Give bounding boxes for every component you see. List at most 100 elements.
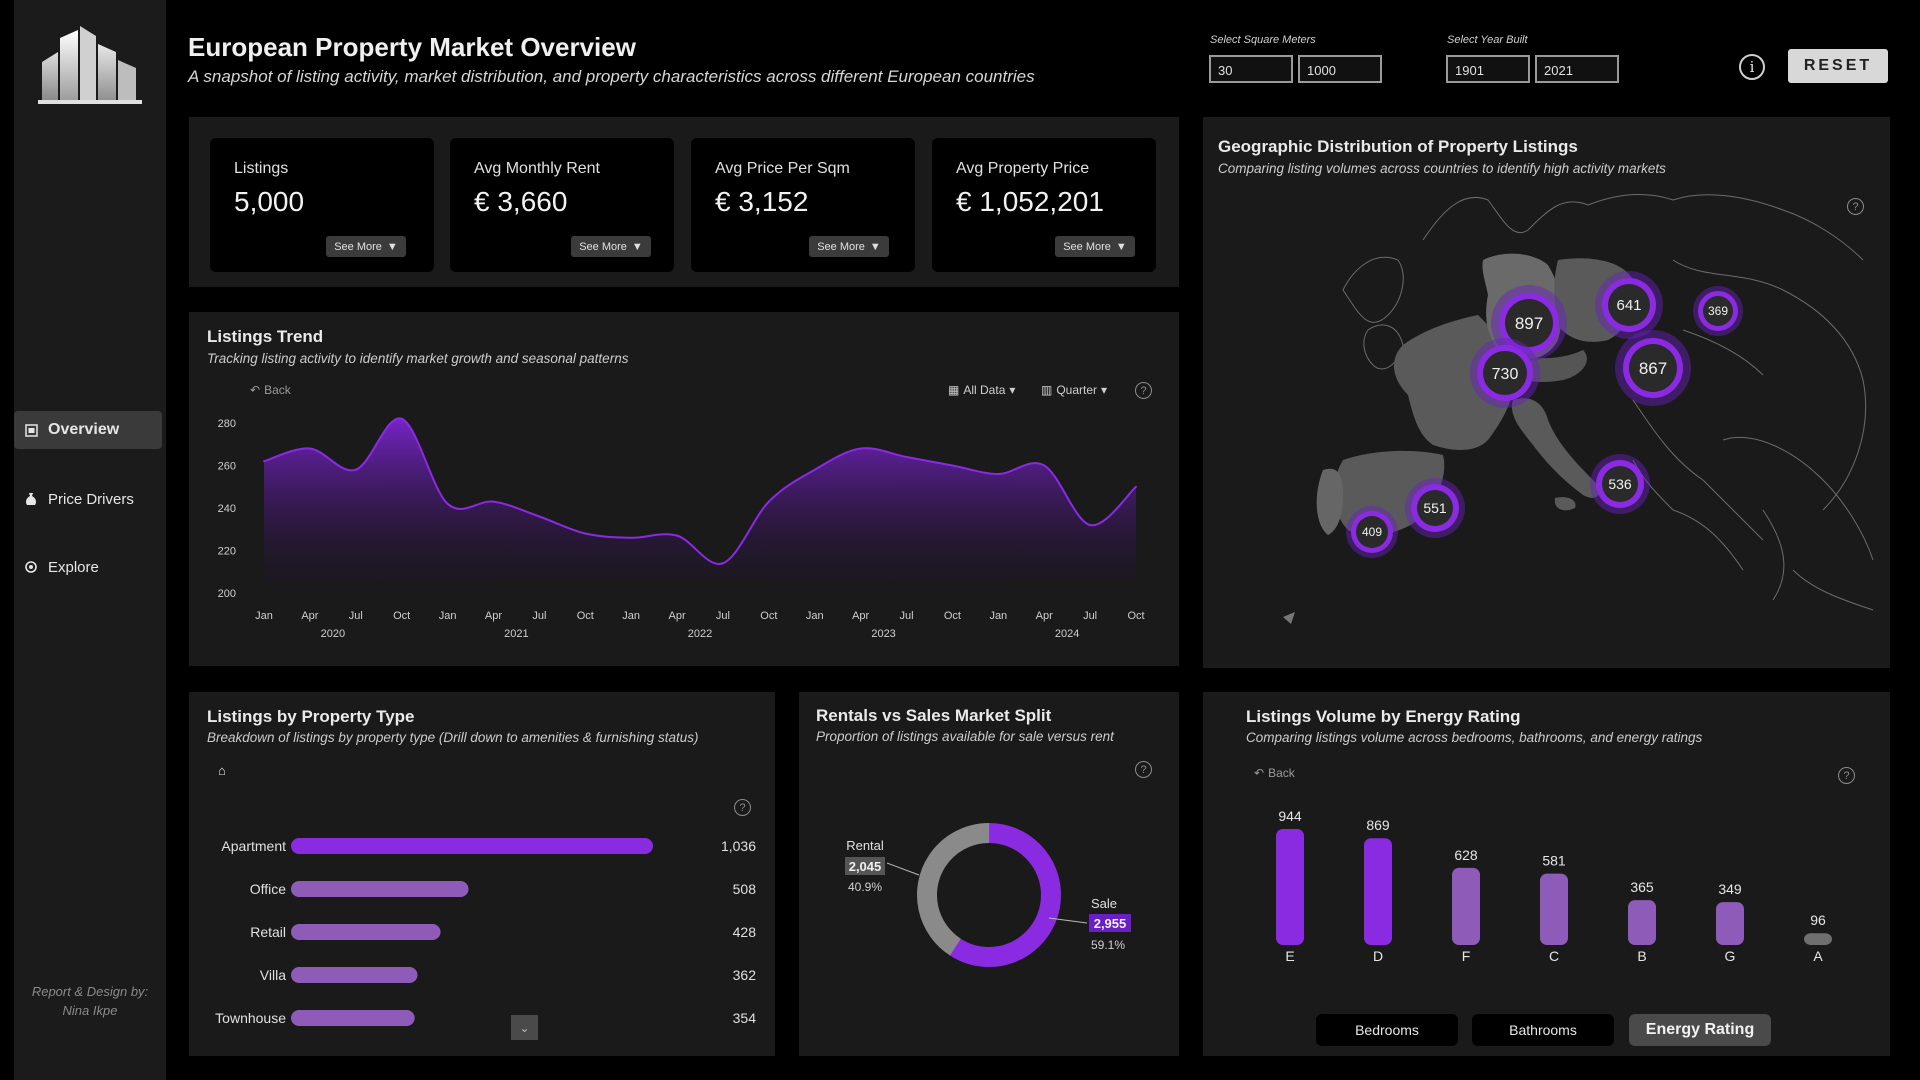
help-icon[interactable]: ?	[1838, 767, 1855, 784]
kpi-value: € 3,660	[474, 186, 568, 217]
bubble-551[interactable]: 551	[1405, 478, 1465, 538]
bubble-369[interactable]: 369	[1693, 286, 1743, 336]
see-more-button[interactable]: See More ▼	[1055, 236, 1135, 257]
rental-sale-subtitle: Proportion of listings available for sal…	[816, 729, 1114, 744]
kpi-card-listings: Listings 5,000 See More ▼	[210, 138, 434, 272]
money-bag-icon	[24, 492, 38, 506]
bubble-label: 551	[1423, 500, 1447, 516]
nav-item-overview[interactable]: Overview	[14, 411, 162, 449]
calendar-icon: ▦	[948, 383, 960, 397]
category-label: A	[1813, 948, 1823, 964]
bubble-641[interactable]: 641	[1595, 271, 1663, 339]
category-label: B	[1637, 948, 1646, 964]
trend-back-button[interactable]: ↶ Back	[250, 383, 291, 397]
bar	[291, 967, 418, 983]
nav-item-explore[interactable]: Explore	[14, 548, 162, 586]
value-label: 96	[1810, 912, 1826, 928]
help-icon[interactable]: ?	[734, 799, 751, 816]
back-arrow-icon: ↶	[250, 383, 261, 397]
map-attribution-icon	[1283, 612, 1295, 624]
bar	[1364, 838, 1392, 945]
x-tick-label: Oct	[393, 610, 410, 622]
see-more-button[interactable]: See More ▼	[809, 236, 889, 257]
year-min-input[interactable]: 1901	[1446, 55, 1530, 83]
bar	[291, 924, 441, 940]
bubble-label: 369	[1708, 304, 1728, 318]
sale-leader-line	[1048, 917, 1088, 924]
x-tick-label: Jul	[899, 610, 913, 622]
kpi-card-avg-property-price: Avg Property Price € 1,052,201 See More …	[932, 138, 1156, 272]
map-panel	[1203, 117, 1890, 668]
trend-point	[446, 502, 449, 505]
bar-chart-icon: ▥	[1041, 383, 1053, 397]
bar	[1716, 902, 1744, 945]
trend-point	[538, 515, 541, 518]
energy-back-button[interactable]: ↶ Back	[1254, 766, 1295, 780]
see-more-label: See More	[334, 240, 382, 253]
trend-point	[584, 532, 587, 535]
y-tick-label: 220	[218, 546, 236, 558]
trend-point	[630, 536, 633, 539]
caret-down-icon: ▾	[1101, 383, 1108, 397]
energy-rating-title: Listings Volume by Energy Rating	[1246, 707, 1521, 726]
x-tick-label: Jan	[806, 610, 824, 622]
help-icon[interactable]: ?	[1847, 198, 1864, 215]
bubble-730[interactable]: 730	[1470, 338, 1540, 408]
category-label: E	[1285, 948, 1294, 964]
trend-area	[264, 418, 1136, 579]
bubble-label: 641	[1616, 297, 1641, 314]
y-tick-label: 280	[218, 418, 236, 430]
sale-percent: 59.1%	[1091, 938, 1125, 952]
listings-trend-title: Listings Trend	[207, 327, 324, 346]
trend-point	[997, 473, 1000, 475]
x-tick-label: Apr	[1036, 610, 1053, 622]
value-label: 581	[1542, 853, 1566, 869]
value-label: 1,036	[721, 838, 756, 854]
building-logo-icon	[38, 26, 142, 104]
rental-sale-title: Rentals vs Sales Market Split	[816, 706, 1052, 725]
sqm-max-input[interactable]: 1000	[1298, 55, 1382, 83]
bubble-label: 409	[1362, 525, 1382, 539]
category-label: Townhouse	[215, 1010, 286, 1026]
tab-energy-rating[interactable]: Energy Rating	[1629, 1014, 1771, 1046]
bubble-409[interactable]: 409	[1346, 506, 1398, 558]
credit-line-1: Report & Design by:	[31, 984, 149, 999]
see-more-button[interactable]: See More ▼	[571, 236, 651, 257]
tab-bedrooms[interactable]: Bedrooms	[1316, 1014, 1458, 1046]
year-max-input[interactable]: 2021	[1535, 55, 1619, 83]
info-icon[interactable]: i	[1739, 54, 1765, 80]
europe-map: 897 641 369 730 867 536 551 409	[1283, 194, 1874, 624]
sqm-filter-label: Select Square Meters	[1210, 34, 1316, 46]
reset-button[interactable]: RESET	[1788, 49, 1888, 83]
rental-leader-line	[886, 862, 920, 876]
bubble-867[interactable]: 867	[1615, 330, 1691, 406]
italy-shape	[1511, 398, 1600, 498]
kpi-label: Avg Monthly Rent	[474, 160, 600, 177]
home-icon[interactable]: ⌂	[218, 763, 226, 778]
caret-down-icon: ▼	[631, 240, 643, 253]
help-icon[interactable]: ?	[1135, 382, 1152, 399]
tab-bathrooms[interactable]: Bathrooms	[1472, 1014, 1614, 1046]
report-credit: Report & Design by: Nina Ikpe	[14, 982, 166, 1020]
bubble-897[interactable]: 897	[1491, 285, 1567, 361]
drill-down-chevron-icon[interactable]: ⌄	[511, 1015, 538, 1040]
sqm-min-input[interactable]: 30	[1209, 55, 1293, 83]
x-tick-label: Jan	[989, 610, 1007, 622]
kpi-value: € 3,152	[715, 186, 809, 217]
x-tick-label: Apr	[301, 610, 318, 622]
page-icon	[24, 423, 38, 437]
see-more-label: See More	[817, 240, 865, 253]
bar	[291, 838, 653, 854]
help-icon[interactable]: ?	[1135, 761, 1152, 778]
sale-value-bg	[1089, 914, 1131, 932]
see-more-button[interactable]: See More ▼	[326, 236, 406, 257]
caret-down-icon: ▼	[386, 240, 398, 253]
bar	[291, 1010, 415, 1026]
nav-item-price-drivers[interactable]: Price Drivers	[14, 480, 162, 518]
all-data-dropdown[interactable]: ▦ All Data ▾	[948, 383, 1015, 397]
bubble-label: 867	[1639, 359, 1667, 378]
trend-point	[492, 500, 495, 503]
category-label: C	[1549, 948, 1559, 964]
quarter-dropdown[interactable]: ▥ Quarter ▾	[1041, 383, 1107, 397]
bubble-536[interactable]: 536	[1590, 454, 1650, 514]
